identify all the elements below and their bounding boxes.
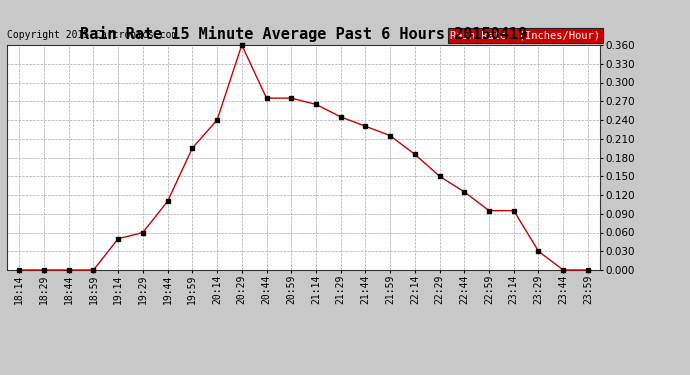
- Title: Rain Rate 15 Minute Average Past 6 Hours 20150419: Rain Rate 15 Minute Average Past 6 Hours…: [80, 27, 527, 42]
- Text: Rain Rate  (Inches/Hour): Rain Rate (Inches/Hour): [451, 30, 600, 40]
- Text: Copyright 2015 Cartronics.com: Copyright 2015 Cartronics.com: [7, 30, 177, 40]
